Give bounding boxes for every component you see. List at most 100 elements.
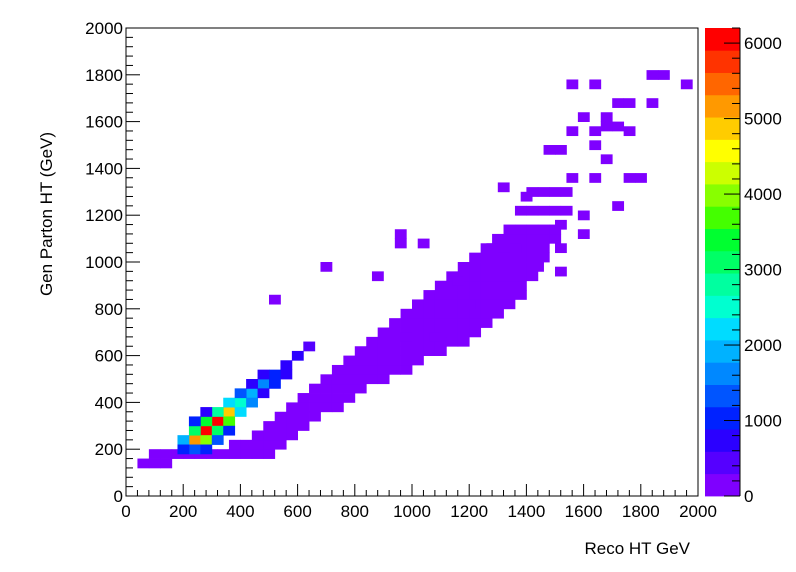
heatmap-cell [389,346,401,356]
heatmap-cell [635,173,647,183]
heatmap-cell [612,98,625,108]
heatmap-cell [366,355,379,366]
heatmap-cell [503,290,516,300]
heatmap-cell [469,262,482,272]
heatmap-cell [263,449,276,459]
heatmap-cell [503,271,516,282]
heatmap-cell [509,243,522,254]
y-tick-label: 1600 [85,113,123,132]
heatmap-cell [434,280,447,291]
heatmap-cell [320,402,333,413]
heatmap-cell [526,252,539,263]
heatmap-cell [394,229,407,239]
heatmap-cell [257,369,270,380]
heatmap-cell [526,205,539,216]
heatmap-cell [246,388,258,399]
z-tick-label: 3000 [744,261,782,280]
heatmap-cell [263,421,276,431]
color-bar-segment [705,28,740,51]
color-bar-segment [705,429,740,452]
x-tick-label: 600 [283,502,311,521]
z-tick-label: 5000 [744,110,782,129]
heatmap-cell [148,449,161,459]
heatmap-cell [286,421,298,431]
heatmap-cell [492,233,504,244]
heatmap-cell [514,224,527,235]
y-tick-label: 400 [95,393,123,412]
heatmap-cell [503,224,516,235]
heatmap-cell [400,364,413,375]
heatmap-cell [228,439,241,450]
heatmap-cell [291,350,304,361]
heatmap-cell [257,379,270,389]
heatmap-cell [217,449,230,459]
heatmap-cell [269,369,281,380]
heatmap-cell [555,145,567,155]
heatmap-cell [343,393,356,403]
heatmap-cell [366,364,379,375]
heatmap-cell [612,201,625,211]
heatmap-cell [600,154,613,165]
heatmap-cell [537,224,550,235]
heatmap-cell [480,308,493,319]
heatmap-cell [280,360,293,371]
heatmap-cell [555,266,567,277]
heatmap-cell [492,262,504,272]
heatmap-cell [223,416,236,427]
heatmap-cell [188,425,201,436]
color-bar-segment [705,184,740,207]
heatmap-cell [274,411,287,422]
heatmap-cell [526,233,539,244]
heatmap-cell [469,271,482,282]
heatmap-cell [211,425,224,436]
heatmap-cell [480,252,493,263]
heatmap-cell [412,327,424,338]
heatmap-cell [549,233,562,244]
y-tick-label: 1200 [85,206,123,225]
heatmap-cell [537,252,550,263]
heatmap-cell [566,173,579,183]
heatmap-cell [200,425,213,436]
heatmap-cell [589,126,602,137]
heatmap-cell [246,379,258,389]
x-tick-label: 200 [169,502,197,521]
z-tick-label: 0 [744,487,753,506]
heatmap-cell [492,280,504,291]
heatmap-cell [394,238,407,249]
heatmap-cell [555,219,567,230]
heatmap-cell [377,327,390,338]
heatmap-cell [366,346,379,356]
color-bar-segment [705,94,740,118]
heatmap-cell [366,336,379,347]
heatmap-cell [354,374,367,385]
z-tick-label: 4000 [744,185,782,204]
heatmap-cell [211,435,224,445]
heatmap-cell [228,449,241,459]
heatmap-cell [480,299,493,310]
z-tick-label: 2000 [744,336,782,355]
heatmap-cell [371,271,384,282]
heatmap-cell [234,397,247,408]
heatmap-cell [297,393,310,403]
heatmap-cell [623,98,636,108]
heatmap-cell [469,290,482,300]
heatmap-cell [412,299,424,310]
z-tick-label: 1000 [744,412,782,431]
heatmap-cell [623,173,636,183]
heatmap-cell [274,430,287,441]
heatmap-cell [469,327,482,338]
heatmap-cell [177,444,190,455]
color-bar-segment [705,228,740,252]
y-tick-label: 800 [95,300,123,319]
y-tick-label: 200 [95,440,123,459]
x-tick-label: 1600 [565,502,603,521]
x-tick-label: 1800 [622,502,660,521]
heatmap-cell [251,449,264,459]
heatmap-cell [514,271,527,282]
heatmap-cell [497,252,510,263]
heatmap-cell [657,70,670,80]
heatmap-cell [269,379,281,389]
heatmap-cells [137,70,693,469]
heatmap-cell [400,355,413,366]
heatmap-cell [286,402,298,413]
